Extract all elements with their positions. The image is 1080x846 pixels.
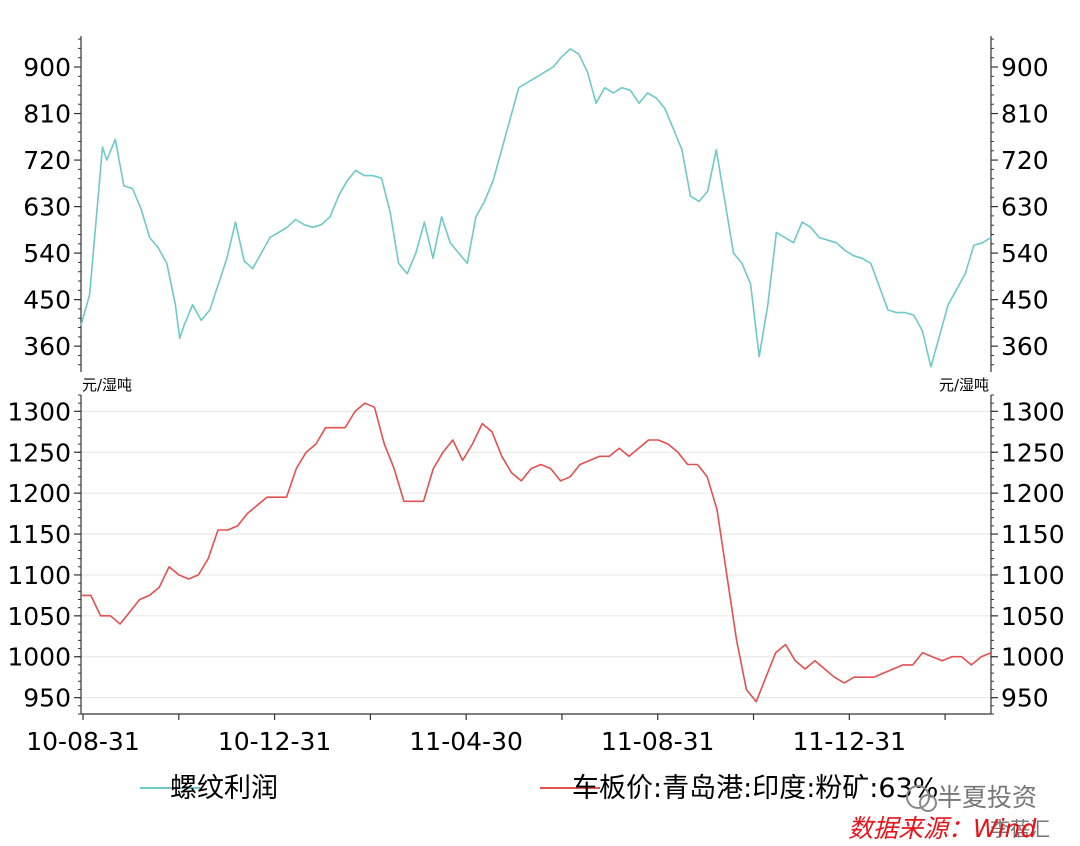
data-source: 数据来源：Wind [848, 814, 1037, 843]
legend-label-rebar-profit: 螺纹利润 [170, 773, 278, 804]
y-tick-label-right: 360 [1001, 332, 1049, 361]
y-tick-label-left: 720 [23, 146, 71, 175]
y-tick-label-right: 1300 [1001, 397, 1065, 426]
y-tick-label-left: 1300 [7, 397, 71, 426]
watermark-bottom-text: 李蓓汇 [990, 817, 1050, 841]
y-tick-label-right: 720 [1001, 146, 1049, 175]
y-tick-label-left: 810 [23, 100, 71, 129]
wechat-icon-inner [919, 794, 937, 812]
y-tick-label-right: 900 [1001, 53, 1049, 82]
y-tick-label-left: 1000 [7, 643, 71, 672]
x-tick-label: 11-08-31 [601, 727, 714, 756]
y-tick-label-left: 630 [23, 193, 71, 222]
x-tick-label: 11-12-31 [793, 727, 906, 756]
y-tick-label-left: 1100 [7, 561, 71, 590]
y-tick-label-right: 810 [1001, 100, 1049, 129]
y-tick-label-left: 1250 [7, 438, 71, 467]
y-tick-label-left: 1200 [7, 479, 71, 508]
y-tick-label-left: 950 [23, 684, 71, 713]
shared-x-axis: 10-08-31 10-12-31 11-04-30 11-08-31 11-12-31 [26, 713, 991, 756]
bottom-panel-iron-ore-price: 950 950 1000 1000 1050 1050 1100 1100 1150 1150 12… [7, 376, 1065, 715]
watermark-top-text: 半夏投资 [937, 783, 1037, 812]
y-tick-label-left: 900 [23, 53, 71, 82]
y-tick-label-left: 1150 [7, 520, 71, 549]
y-tick-label-right: 630 [1001, 193, 1049, 222]
legend-label-iron-ore: 车板价:青岛港:印度:粉矿:63% [572, 773, 938, 804]
series-line-rebar-profit [80, 48, 992, 368]
y-tick-label-right: 1100 [1001, 561, 1065, 590]
wechat-icon [906, 785, 930, 809]
legend: 螺纹利润 车板价:青岛港:印度:粉矿:63% [140, 773, 938, 804]
top-panel-rebar-profit: 360 360 450 450 540 540 630 630 720 720 810 810 900 9… [23, 36, 1049, 372]
y-tick-label-left: 1050 [7, 602, 71, 631]
y-tick-label-left: 360 [23, 332, 71, 361]
x-tick-label: 10-12-31 [218, 727, 331, 756]
y-tick-label-right: 1150 [1001, 520, 1065, 549]
y-unit-label-right: 元/湿吨 [939, 376, 989, 394]
y-tick-label-right: 1050 [1001, 602, 1065, 631]
y-unit-label-left: 元/湿吨 [82, 376, 132, 394]
y-tick-label-right: 1200 [1001, 479, 1065, 508]
y-tick-label-right: 450 [1001, 286, 1049, 315]
x-tick-label: 11-04-30 [409, 727, 522, 756]
y-tick-label-right: 1000 [1001, 643, 1065, 672]
y-tick-label-left: 450 [23, 286, 71, 315]
series-line-iron-ore [81, 402, 992, 703]
y-tick-label-right: 1250 [1001, 438, 1065, 467]
watermark-logo: 半夏投资 李蓓汇 [906, 783, 1050, 841]
y-tick-label-left: 540 [23, 239, 71, 268]
x-tick-label: 10-08-31 [26, 727, 139, 756]
y-tick-label-right: 950 [1001, 684, 1049, 713]
y-tick-label-right: 540 [1001, 239, 1049, 268]
